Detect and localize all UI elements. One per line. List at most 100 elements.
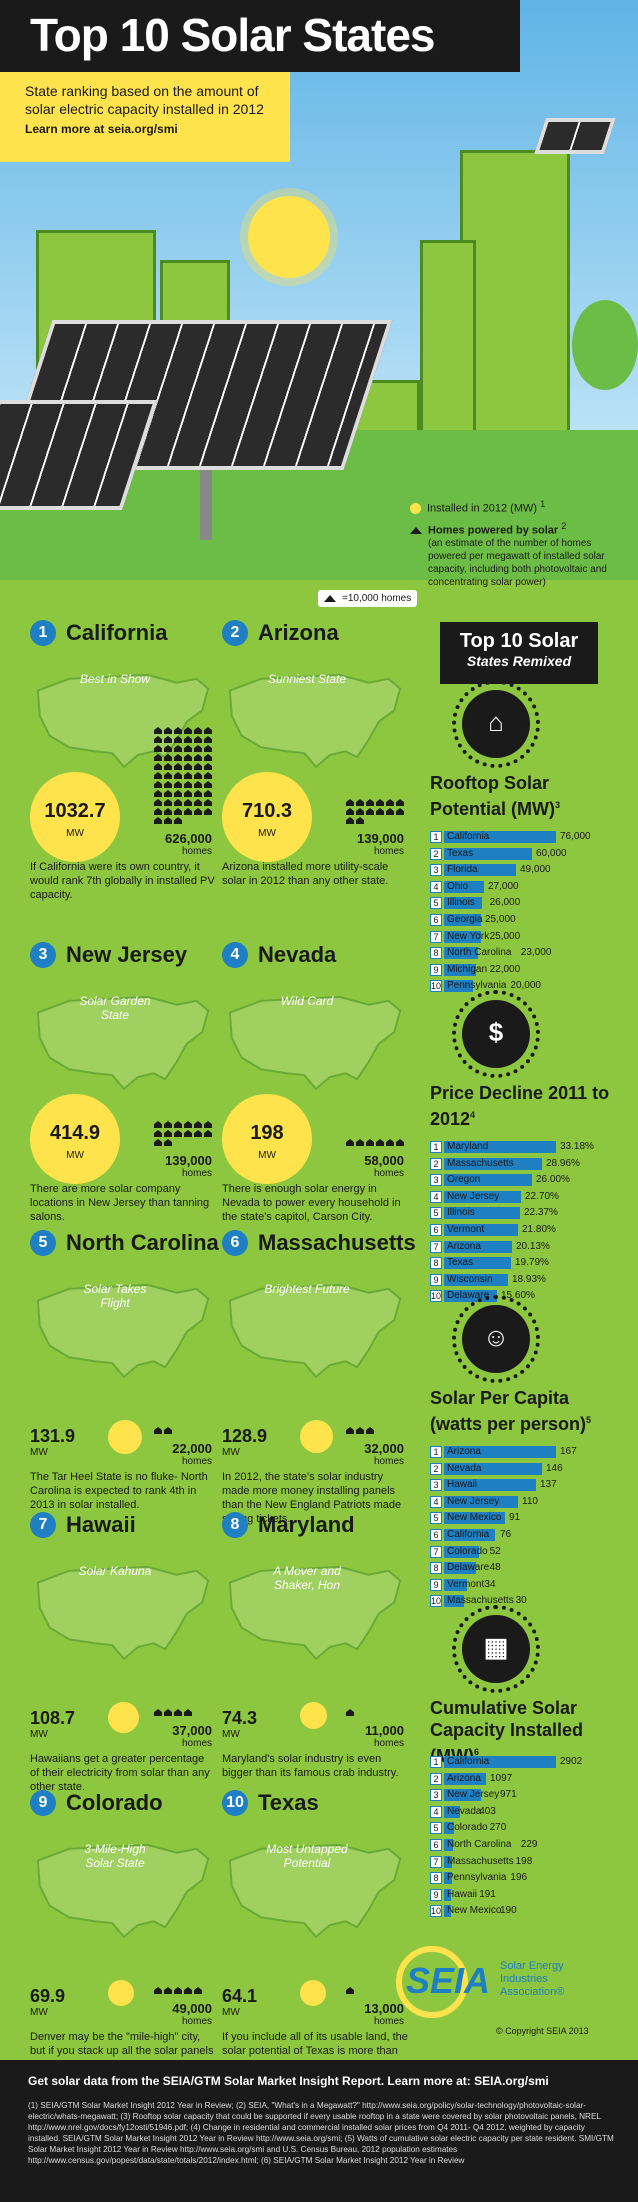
house-icon <box>154 772 162 779</box>
ranking-state: Oregon <box>447 1174 481 1186</box>
house-icon <box>174 1709 182 1716</box>
ranking-list: 1 Arizona 167 2 Nevada 146 3 Hawaii 137 4 New Jers… <box>430 1445 626 1611</box>
ranking-row: 1 Arizona 167 <box>430 1445 626 1460</box>
mw-unit: MW <box>66 828 84 839</box>
house-icon <box>204 754 212 761</box>
footnotes: (1) SEIA/GTM Solar Market Insight 2012 Y… <box>28 2101 614 2165</box>
state-name: Nevada <box>258 942 337 967</box>
seia-logo <box>396 1946 468 2018</box>
homes-count: 49,000 homes <box>172 2002 212 2028</box>
ranking-row: 5 Illinois 26,000 <box>430 896 626 911</box>
ranking-state: Illinois <box>447 1207 475 1219</box>
ranking-row: 7 Colorado 52 <box>430 1545 626 1560</box>
state-name: Texas <box>258 1790 319 1815</box>
ranking-rank: 3 <box>430 864 442 877</box>
mw-dot <box>108 1702 139 1733</box>
ranking-value: 229 <box>520 1838 538 1850</box>
ranking-row: 1 California 76,000 <box>430 830 626 845</box>
ranking-state: Ohio <box>447 880 469 892</box>
state-tagline: Best in Show <box>79 672 151 686</box>
house-icon <box>164 1139 172 1146</box>
mw-value: 108.7 <box>30 1708 76 1728</box>
house-icon <box>194 799 202 806</box>
house-icon <box>164 727 172 734</box>
ranking-state: New Mexico <box>447 1512 502 1524</box>
ranking-row: 10 Delaware 15.60% <box>430 1289 626 1304</box>
sun-icon <box>248 196 330 278</box>
ranking-state: Illinois <box>447 897 475 909</box>
ranking-state: New Jersey <box>447 1190 500 1202</box>
state-tagline: Wild Card <box>280 994 334 1008</box>
rank-badge: 8 <box>222 1512 248 1538</box>
house-icon <box>204 763 212 770</box>
ranking-bar <box>444 831 556 843</box>
ranking-row: 9 Wisconsin 18.93% <box>430 1273 626 1288</box>
ranking-row: 6 California 76 <box>430 1528 626 1543</box>
mw-value: 198 <box>250 1122 284 1144</box>
mw-dot <box>108 1420 142 1454</box>
house-icon <box>346 808 354 815</box>
house-icon <box>154 1130 162 1137</box>
mw-value: 69.9 <box>30 1986 66 2006</box>
house-icon <box>376 1139 384 1146</box>
ranking-state: Arizona <box>447 1446 481 1457</box>
footnote-ref: 1 <box>540 499 546 509</box>
state-tagline: Sunniest State <box>267 672 347 686</box>
homes-value: 13,000 <box>364 2001 404 2016</box>
footer-headline[interactable]: Get solar data from the SEIA/GTM Solar M… <box>28 2074 549 2088</box>
ranking-value: 196 <box>510 1872 528 1884</box>
ranking-state: California <box>447 831 490 842</box>
ranking-value: 22,000 <box>489 963 521 975</box>
mw-value: 131.9 <box>30 1426 76 1446</box>
ranking-row: 10 Pennsylvania 20,000 <box>430 979 626 994</box>
homes-unit: homes <box>181 1738 212 1749</box>
ranking-value: 76 <box>500 1528 512 1540</box>
ranking-value: 110 <box>522 1495 538 1507</box>
ranking-bar <box>444 1578 467 1591</box>
seia-logo-word: SEIA <box>406 1960 491 2001</box>
state-name: Hawaii <box>66 1512 136 1537</box>
mw-value: 414.9 <box>49 1122 101 1144</box>
house-icon <box>154 808 162 815</box>
house-icon <box>184 736 192 743</box>
state-card: 2 Arizona Sunniest State 710.3 MW 139,000 home… <box>222 620 412 895</box>
solar-panel-icon-glyph: ▦ <box>483 1632 509 1662</box>
rank-badge: 7 <box>30 1512 56 1538</box>
ranking-title: Solar Per Capita (watts per person)5 <box>430 1387 620 1435</box>
ranking-title-text: Solar Per Capita (watts per person) <box>430 1388 587 1434</box>
mw-readout: 69.9 MW <box>30 1986 110 2018</box>
ranking-rank: 4 <box>430 1495 442 1508</box>
ranking-rank: 1 <box>430 831 442 843</box>
ranking-rank: 9 <box>430 1888 442 1901</box>
ranking-rank: 8 <box>430 1562 442 1575</box>
house-icon <box>154 727 162 734</box>
state-description: If California were its own country, it w… <box>30 861 215 901</box>
ranking-bar <box>444 1855 452 1868</box>
house-icon <box>174 763 182 770</box>
ranking-value: 23,000 <box>520 947 552 959</box>
house-icon <box>194 1987 202 1994</box>
ranking-bar <box>444 1207 520 1220</box>
homes-count: 37,000 homes <box>172 1724 212 1750</box>
ranking-bar <box>444 930 481 943</box>
ranking-row: 6 Vermont 21.80% <box>430 1223 626 1238</box>
ranking-rank: 3 <box>430 1174 442 1187</box>
ranking-row: 8 North Carolina 23,000 <box>430 946 626 961</box>
state-card: 5 North Carolina Solar Takes Flight 131.9 MW… <box>30 1230 220 1511</box>
house-icon <box>184 799 192 806</box>
house-icon <box>174 808 182 815</box>
ranking-rank: 8 <box>430 1257 442 1270</box>
ranking-row: 8 Delaware 48 <box>430 1561 626 1576</box>
us-map <box>30 1270 216 1382</box>
house-icon <box>376 799 384 806</box>
mw-value: 64.1 <box>222 1986 258 2006</box>
homes-houses <box>154 1987 212 1994</box>
seia-logo-sub: Solar Energy Industries Association® <box>500 1960 565 1998</box>
mw-circle: 1032.7 MW <box>30 772 120 862</box>
learn-more-link[interactable]: Learn more at seia.org/smi <box>25 122 178 136</box>
mw-circle: 198 MW <box>222 1094 312 1184</box>
mw-circle: 414.9 MW <box>30 1094 120 1184</box>
ranking-bar <box>444 880 484 893</box>
ranking-state: Texas <box>447 1257 474 1269</box>
ranking-list: 1 California 76,000 2 Texas 60,000 3 Florida 49,… <box>430 830 626 996</box>
